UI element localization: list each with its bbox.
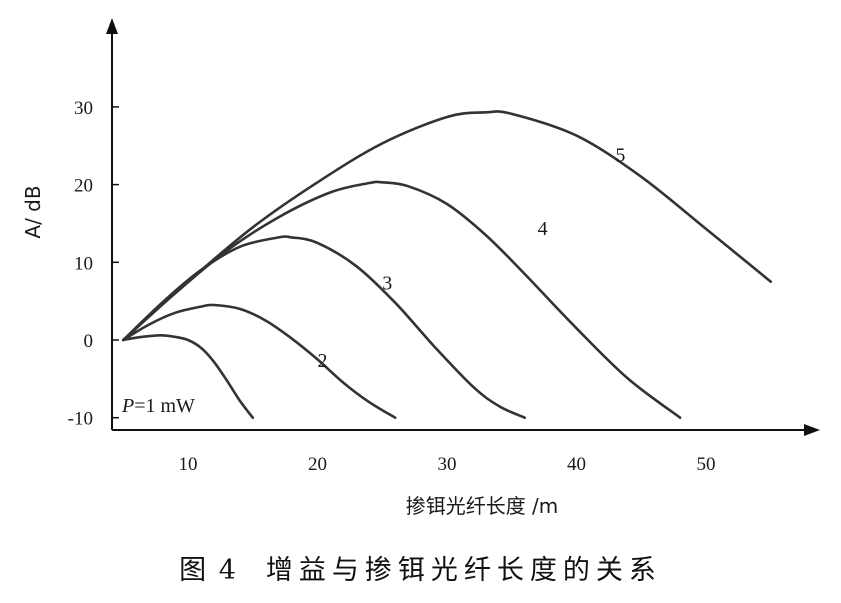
curve-label-5: 5 xyxy=(615,144,625,166)
y-axis-label: A/ dB xyxy=(21,185,45,238)
x-axis-label: 掺铒光纤长度 /m xyxy=(406,494,559,518)
ticks: -10 0 10 20 30 10 20 30 40 50 xyxy=(68,98,716,475)
curve-series-2 xyxy=(122,303,397,419)
y-tick-label: 20 xyxy=(74,176,93,197)
power-annotation: P=1 mW xyxy=(121,395,195,417)
curve-series-5 xyxy=(122,110,773,342)
x-tick-label: 10 xyxy=(179,454,198,475)
x-tick-label: 30 xyxy=(438,454,457,475)
gain-vs-fiber-length-chart: -10 0 10 20 30 10 20 30 40 50 2 3 4 5 A/ dB 掺铒光纤长度 /… xyxy=(21,18,820,518)
x-axis-arrow xyxy=(804,424,820,436)
x-tick-label: 40 xyxy=(567,454,586,475)
figure-caption: 图 4 增益与掺铒光纤长度的关系 xyxy=(0,548,841,587)
figure-number: 图 4 xyxy=(179,555,238,586)
axes xyxy=(106,18,820,436)
y-tick-label: 30 xyxy=(74,98,93,119)
curve-series-3 xyxy=(122,235,526,419)
x-tick-label: 50 xyxy=(697,454,716,475)
figure-caption-text: 增益与掺铒光纤长度的关系 xyxy=(265,555,662,586)
y-tick-label: 10 xyxy=(74,253,93,274)
curve-label-3: 3 xyxy=(382,272,392,294)
y-tick-label: 0 xyxy=(84,331,94,352)
curves xyxy=(122,110,773,419)
curve-series-1 xyxy=(122,333,255,419)
curve-label-4: 4 xyxy=(538,218,548,240)
curve-label-2: 2 xyxy=(318,350,328,372)
x-tick-label: 20 xyxy=(308,454,327,475)
curve-labels: 2 3 4 5 xyxy=(318,144,626,372)
y-tick-label: -10 xyxy=(68,409,93,430)
y-axis-arrow xyxy=(106,18,118,34)
curve-series-4 xyxy=(122,180,682,419)
